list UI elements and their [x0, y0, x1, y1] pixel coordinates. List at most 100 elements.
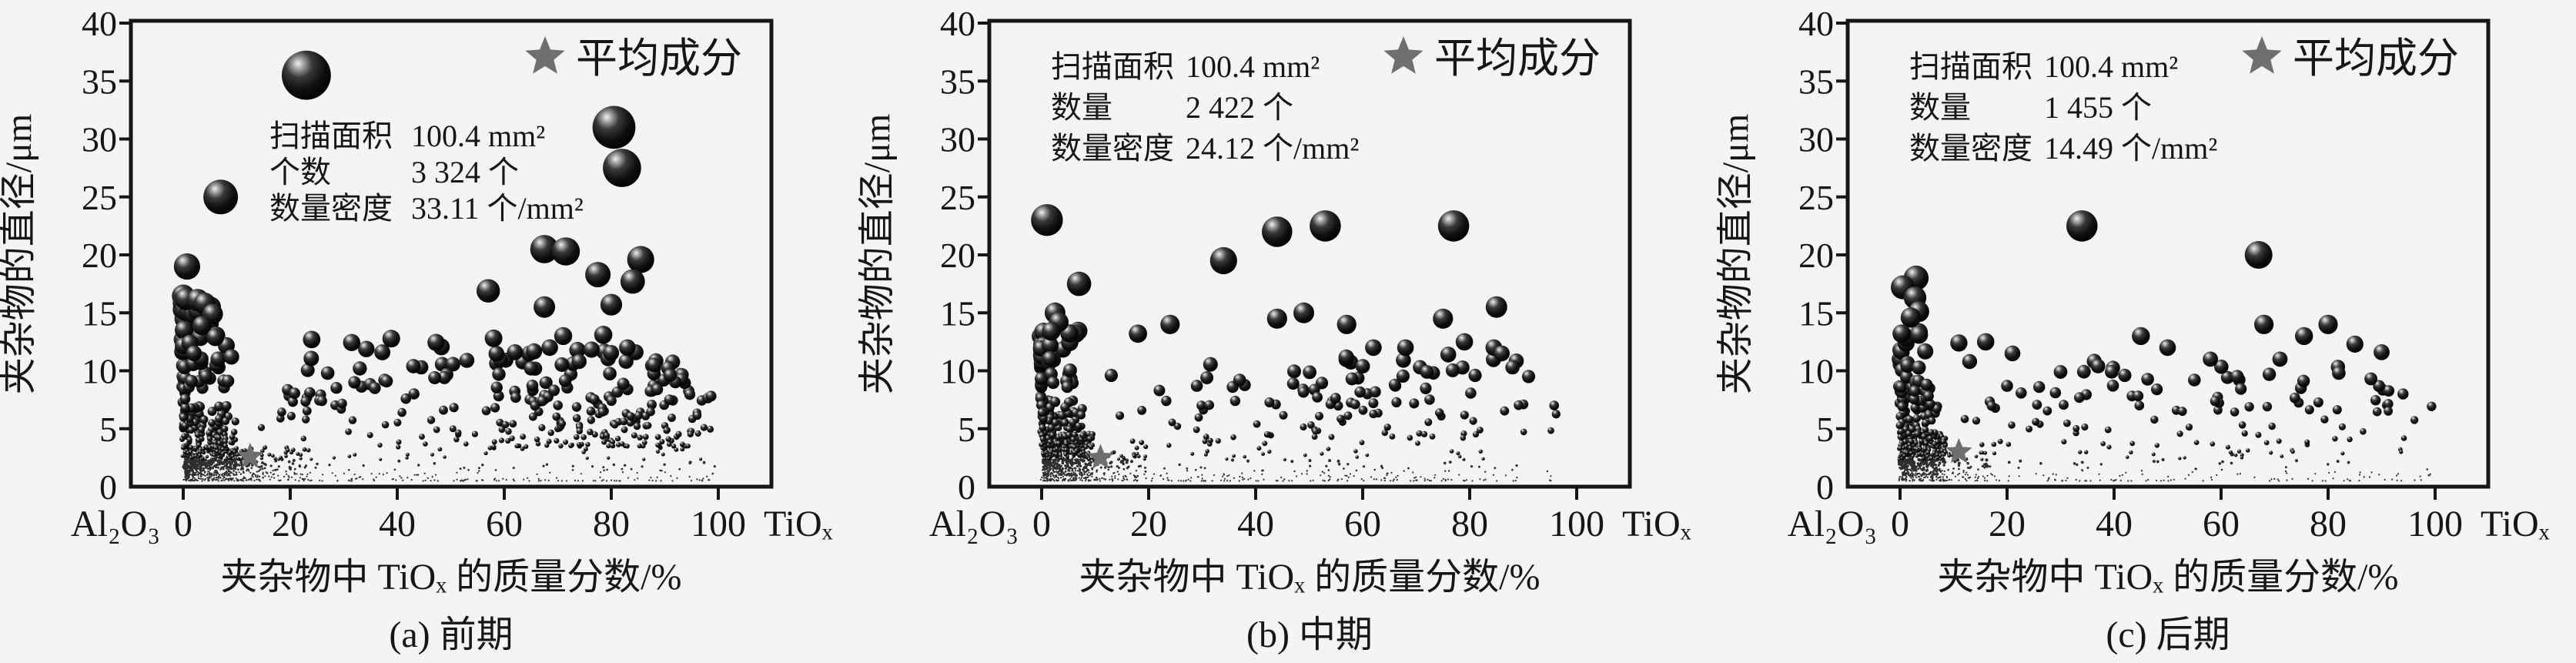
x-tick-label: 60	[1344, 504, 1381, 544]
annotation-value: 33.11 个/mm²	[411, 191, 584, 226]
data-point	[551, 237, 580, 266]
data-point	[282, 50, 331, 100]
y-tick-label: 25	[940, 178, 975, 217]
data-point	[192, 316, 212, 336]
data-point	[1397, 339, 1414, 357]
x-tick-label: 0	[174, 504, 192, 544]
data-point	[2318, 314, 2338, 334]
y-tick-label: 5	[1816, 410, 1834, 449]
data-point	[2254, 314, 2274, 334]
data-point	[380, 374, 393, 388]
data-point	[2090, 359, 2106, 373]
y-tick-label: 25	[82, 178, 117, 217]
point-cloud	[172, 284, 717, 482]
y-tick-label: 0	[99, 467, 117, 507]
data-point	[1433, 308, 1454, 329]
data-point	[206, 328, 225, 347]
x-tick-label: 20	[1130, 504, 1167, 544]
y-axis-title: 夹杂物的直径/μm	[0, 114, 39, 394]
panel-b-middle-stage: 0 20 40 60 80 100 0 5 10 15 20 25 30 35 40 Al₂O₃ TiOₓ 夹杂物…	[858, 0, 1717, 663]
x-tick-label: 100	[691, 504, 746, 544]
legend-star-icon	[525, 36, 565, 74]
data-point	[1104, 368, 1118, 383]
data-point	[1521, 370, 1536, 383]
data-point	[530, 235, 559, 263]
data-point	[594, 326, 613, 344]
data-point	[524, 361, 538, 376]
y-tick-label: 40	[940, 4, 975, 43]
x-tick-label: 100	[1549, 504, 1604, 544]
feature-points	[1891, 210, 2409, 400]
legend-star-icon	[2242, 36, 2282, 74]
data-point	[2397, 388, 2409, 400]
annotation-label: 扫描面积	[1051, 49, 1174, 84]
x-tick-label: 80	[2310, 504, 2347, 544]
data-point	[303, 330, 321, 349]
data-point	[554, 326, 573, 346]
data-point	[600, 293, 623, 316]
data-point	[428, 371, 442, 384]
data-point	[2033, 380, 2046, 393]
data-point	[2203, 351, 2218, 367]
data-point	[1209, 246, 1237, 275]
data-point	[1420, 365, 1434, 379]
x-axis-title: 夹杂物中 TiOₓ 的质量分数/%	[1938, 557, 2399, 598]
data-point	[406, 359, 421, 373]
data-point	[2132, 326, 2150, 346]
data-point	[2332, 366, 2346, 380]
data-point	[2004, 345, 2021, 362]
data-point	[1505, 360, 1520, 375]
y-tick-label: 40	[82, 4, 117, 43]
x-tick-label: 0	[1032, 504, 1051, 544]
data-point	[507, 344, 524, 360]
data-point	[2230, 370, 2244, 383]
data-point	[2066, 210, 2098, 242]
data-point	[1286, 377, 1300, 390]
y-tick-label: 35	[82, 62, 117, 101]
data-point	[1345, 372, 1359, 386]
x-axis-left-end-label: Al₂O₃	[929, 504, 1019, 544]
y-tick-label: 35	[940, 62, 975, 101]
data-point	[2374, 344, 2390, 360]
annotation-value: 24.12 个/mm²	[1186, 131, 1359, 166]
y-tick-label: 0	[1816, 467, 1834, 507]
data-point	[320, 366, 335, 380]
annotation-value: 14.49 个/mm²	[2044, 131, 2217, 166]
average-composition-star-marker	[1945, 437, 1972, 464]
y-tick-label: 30	[1798, 120, 1834, 159]
data-point	[663, 368, 677, 383]
scatter-plot-a: 0 20 40 60 80 100 0 5 10 15 20 25 30 35 40 Al₂O₃ TiOₓ 夹杂物…	[0, 4, 833, 655]
data-point	[2272, 351, 2288, 367]
data-point	[1892, 324, 1911, 343]
data-point	[2295, 326, 2313, 346]
scatter-plot-c: 0 20 40 60 80 100 0 5 10 15 20 25 30 35 40 Al₂O₃ TiOₓ 夹杂物…	[1717, 4, 2550, 655]
data-point	[1266, 308, 1287, 329]
data-point	[2346, 335, 2364, 353]
x-tick-label: 40	[2096, 504, 2133, 544]
y-tick-label: 40	[1798, 4, 1834, 43]
data-point	[1129, 324, 1147, 343]
data-point	[647, 357, 662, 373]
annotation-value: 1 455 个	[2044, 90, 2152, 125]
panel-c-late-stage: 0 20 40 60 80 100 0 5 10 15 20 25 30 35 40 Al₂O₃ TiOₓ 夹杂物…	[1717, 0, 2576, 663]
feature-points	[173, 50, 677, 389]
average-composition-star-marker	[1087, 444, 1114, 469]
y-tick-label: 25	[1798, 178, 1834, 217]
y-tick-label: 10	[82, 352, 117, 391]
y-tick-label: 15	[1798, 293, 1834, 333]
x-tick-label: 60	[2203, 504, 2240, 544]
data-point	[1950, 334, 1968, 352]
legend-label: 平均成分	[2293, 35, 2459, 82]
annotation-label: 数量密度	[1909, 131, 2032, 166]
x-tick-label: 20	[1989, 504, 2026, 544]
annotation-label: 数量	[1909, 90, 1971, 125]
data-point	[1900, 307, 1921, 328]
data-point	[1437, 210, 1470, 242]
y-tick-label: 0	[958, 467, 975, 507]
data-point	[2001, 380, 2013, 392]
annotation-label: 扫描面积	[269, 119, 393, 153]
data-point	[1485, 296, 1507, 318]
x-axis-left-end-label: Al₂O₃	[1788, 504, 1877, 544]
panel-a-early-stage: 0 20 40 60 80 100 0 5 10 15 20 25 30 35 40 Al₂O₃ TiOₓ 夹杂物…	[0, 0, 858, 663]
data-point	[1468, 368, 1482, 383]
